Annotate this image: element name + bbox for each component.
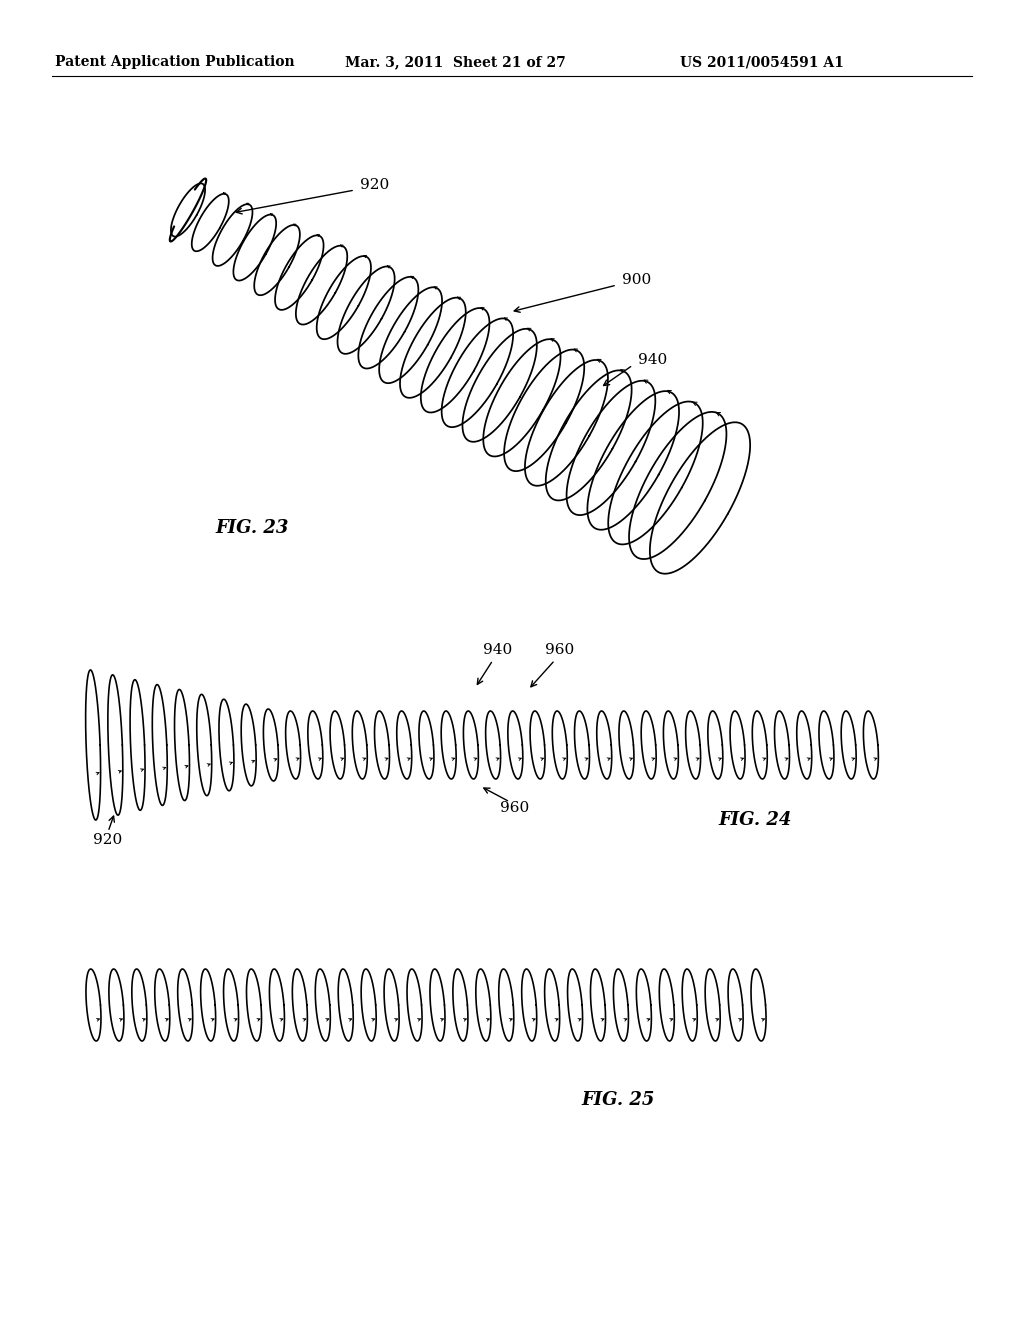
Text: FIG. 23: FIG. 23 — [215, 519, 289, 537]
Text: 920: 920 — [360, 178, 389, 191]
Text: 960: 960 — [546, 643, 574, 657]
Text: Patent Application Publication: Patent Application Publication — [55, 55, 295, 69]
Text: 960: 960 — [501, 801, 529, 814]
Text: Mar. 3, 2011  Sheet 21 of 27: Mar. 3, 2011 Sheet 21 of 27 — [345, 55, 565, 69]
Text: FIG. 25: FIG. 25 — [582, 1092, 654, 1109]
Text: 940: 940 — [483, 643, 513, 657]
Text: US 2011/0054591 A1: US 2011/0054591 A1 — [680, 55, 844, 69]
Text: 920: 920 — [93, 833, 123, 847]
Text: FIG. 24: FIG. 24 — [718, 810, 792, 829]
Text: 900: 900 — [622, 273, 651, 286]
Text: 940: 940 — [638, 352, 668, 367]
